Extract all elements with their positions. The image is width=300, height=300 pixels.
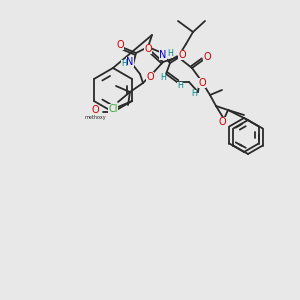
Text: Cl: Cl <box>108 104 118 114</box>
Text: O: O <box>144 44 152 54</box>
Text: O: O <box>198 78 206 88</box>
Text: O: O <box>203 52 211 62</box>
Text: H: H <box>160 74 166 82</box>
Text: H: H <box>191 89 197 98</box>
Text: O: O <box>178 50 186 60</box>
Text: N: N <box>126 57 134 67</box>
Text: O: O <box>146 72 154 82</box>
Text: methoxy: methoxy <box>84 116 106 121</box>
Text: N: N <box>159 50 167 60</box>
Text: H: H <box>177 82 183 91</box>
Text: H: H <box>167 49 173 58</box>
Text: O: O <box>116 40 124 50</box>
Text: O: O <box>218 117 226 127</box>
Text: H: H <box>121 59 127 68</box>
Text: O: O <box>91 105 99 115</box>
